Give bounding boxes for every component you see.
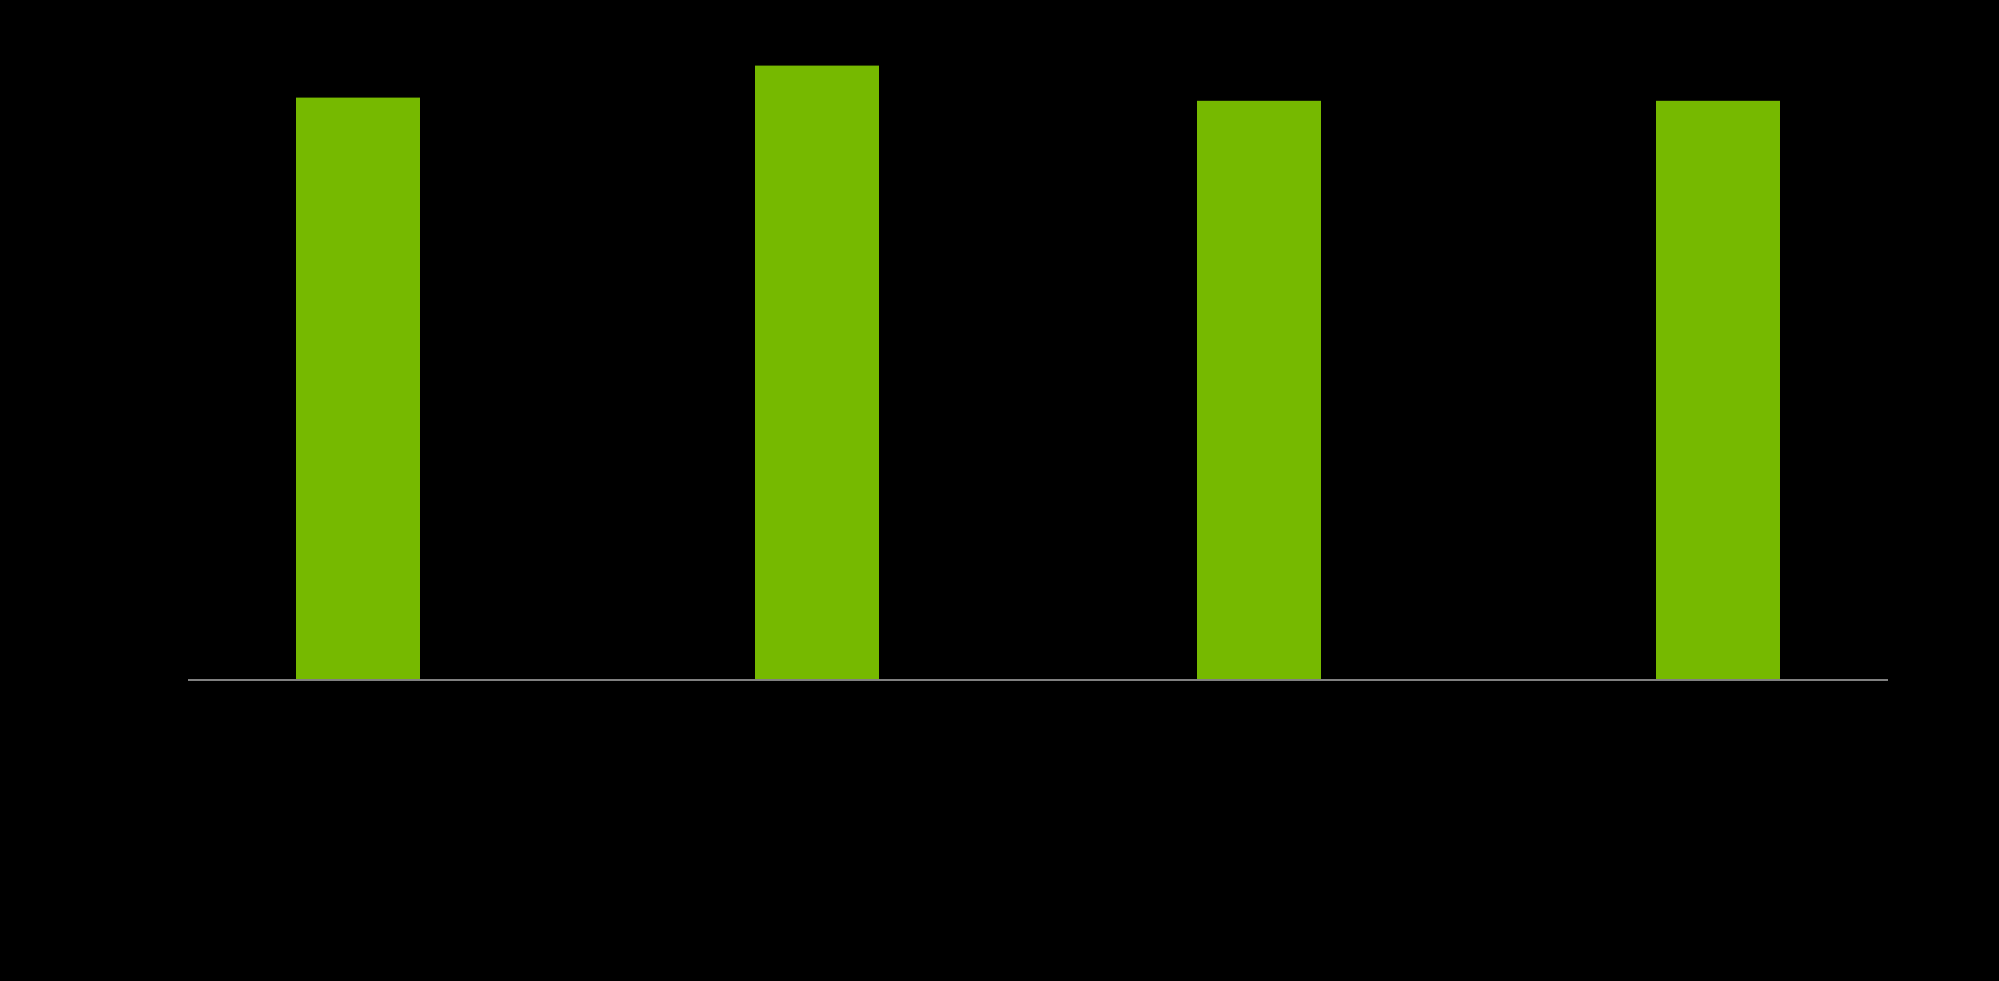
bar-1 bbox=[296, 98, 420, 680]
bar-4 bbox=[1656, 101, 1780, 680]
bar-3 bbox=[1197, 101, 1321, 680]
bar-2 bbox=[755, 66, 879, 680]
bar-chart bbox=[0, 0, 1999, 981]
bar-chart-svg bbox=[0, 0, 1999, 981]
